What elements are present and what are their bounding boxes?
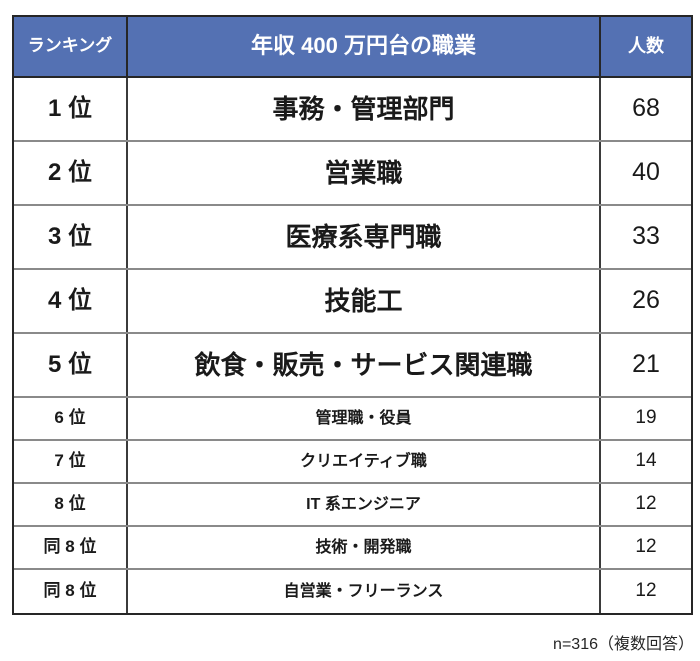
rank-cell: 4 位	[14, 270, 128, 332]
rank-cell: 5 位	[14, 334, 128, 396]
table-row: 1 位 事務・管理部門 68	[14, 78, 691, 142]
table-row: 4 位 技能工 26	[14, 270, 691, 334]
count-cell: 26	[632, 286, 660, 315]
table-row: 6 位 管理職・役員 19	[14, 398, 691, 441]
count-cell: 12	[635, 493, 657, 515]
sample-size-footnote: n=316（複数回答）	[553, 636, 694, 653]
count-cell: 12	[635, 536, 657, 558]
occupation-cell: 技術・開発職	[128, 527, 601, 568]
occupation-cell: 技能工	[128, 270, 601, 332]
rank-cell: 同 8 位	[14, 570, 128, 613]
table-row: 8 位 IT 系エンジニア 12	[14, 484, 691, 527]
count-cell: 33	[632, 222, 660, 251]
occupation-cell: 自営業・フリーランス	[128, 570, 601, 613]
rank-cell: 7 位	[14, 441, 128, 482]
ranking-table: ランキング 年収 400 万円台の職業 人数 1 位 事務・管理部門 68 2 …	[12, 15, 693, 615]
rank-cell: 6 位	[14, 398, 128, 439]
rank-cell: 3 位	[14, 206, 128, 268]
occupation-cell: 医療系専門職	[128, 206, 601, 268]
rank-cell: 8 位	[14, 484, 128, 525]
header-rank: ランキング	[14, 17, 128, 76]
count-cell: 40	[632, 158, 660, 187]
count-cell: 19	[635, 407, 657, 429]
table-row: 7 位 クリエイティブ職 14	[14, 441, 691, 484]
count-cell: 12	[635, 580, 657, 602]
rank-cell: 同 8 位	[14, 527, 128, 568]
table-row: 3 位 医療系専門職 33	[14, 206, 691, 270]
header-occupation: 年収 400 万円台の職業	[128, 17, 601, 76]
count-cell: 14	[635, 450, 657, 472]
table-header-row: ランキング 年収 400 万円台の職業 人数	[14, 17, 691, 78]
occupation-cell: IT 系エンジニア	[128, 484, 601, 525]
occupation-cell: クリエイティブ職	[128, 441, 601, 482]
count-cell: 68	[632, 94, 660, 123]
table-row: 同 8 位 自営業・フリーランス 12	[14, 570, 691, 613]
table-row: 同 8 位 技術・開発職 12	[14, 527, 691, 570]
occupation-cell: 管理職・役員	[128, 398, 601, 439]
table-row: 5 位 飲食・販売・サービス関連職 21	[14, 334, 691, 398]
occupation-cell: 飲食・販売・サービス関連職	[128, 334, 601, 396]
occupation-cell: 営業職	[128, 142, 601, 204]
rank-cell: 1 位	[14, 78, 128, 140]
header-count: 人数	[628, 35, 664, 56]
count-cell: 21	[632, 350, 660, 379]
rank-cell: 2 位	[14, 142, 128, 204]
occupation-cell: 事務・管理部門	[128, 78, 601, 140]
table-row: 2 位 営業職 40	[14, 142, 691, 206]
